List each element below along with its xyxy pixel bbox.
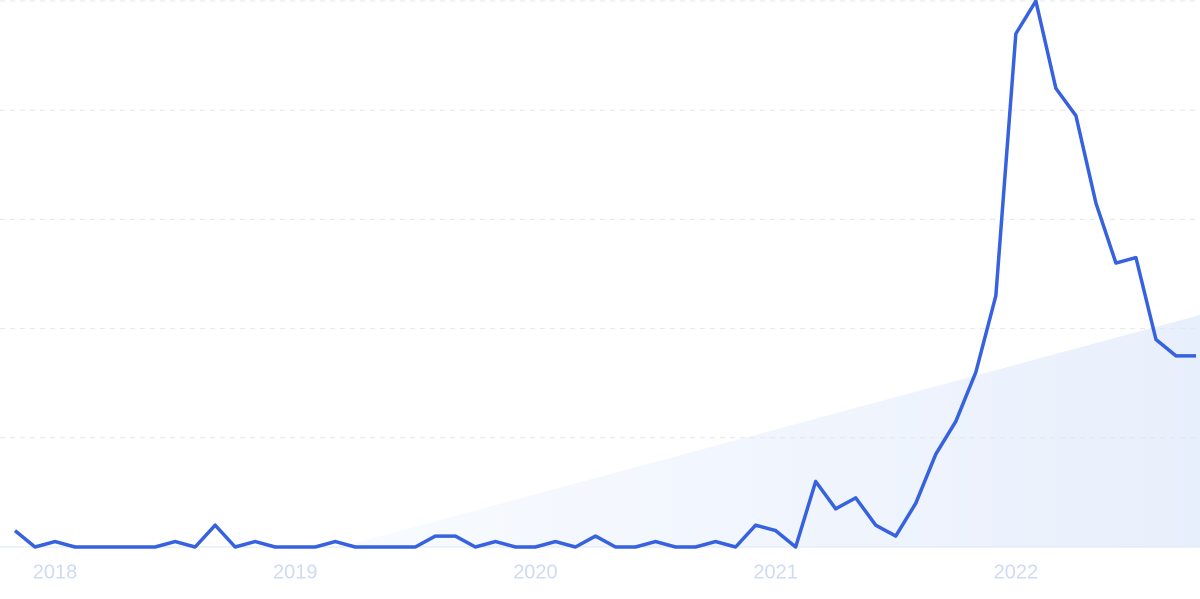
x-tick-label: 2021 (753, 561, 798, 583)
x-tick-label: 2019 (273, 561, 318, 583)
data-line (13, 0, 1196, 549)
x-tick-label: 2018 (33, 561, 78, 583)
background-decoration (340, 315, 1200, 547)
x-tick-label: 2020 (513, 561, 558, 583)
x-tick-label: 2022 (994, 561, 1039, 583)
